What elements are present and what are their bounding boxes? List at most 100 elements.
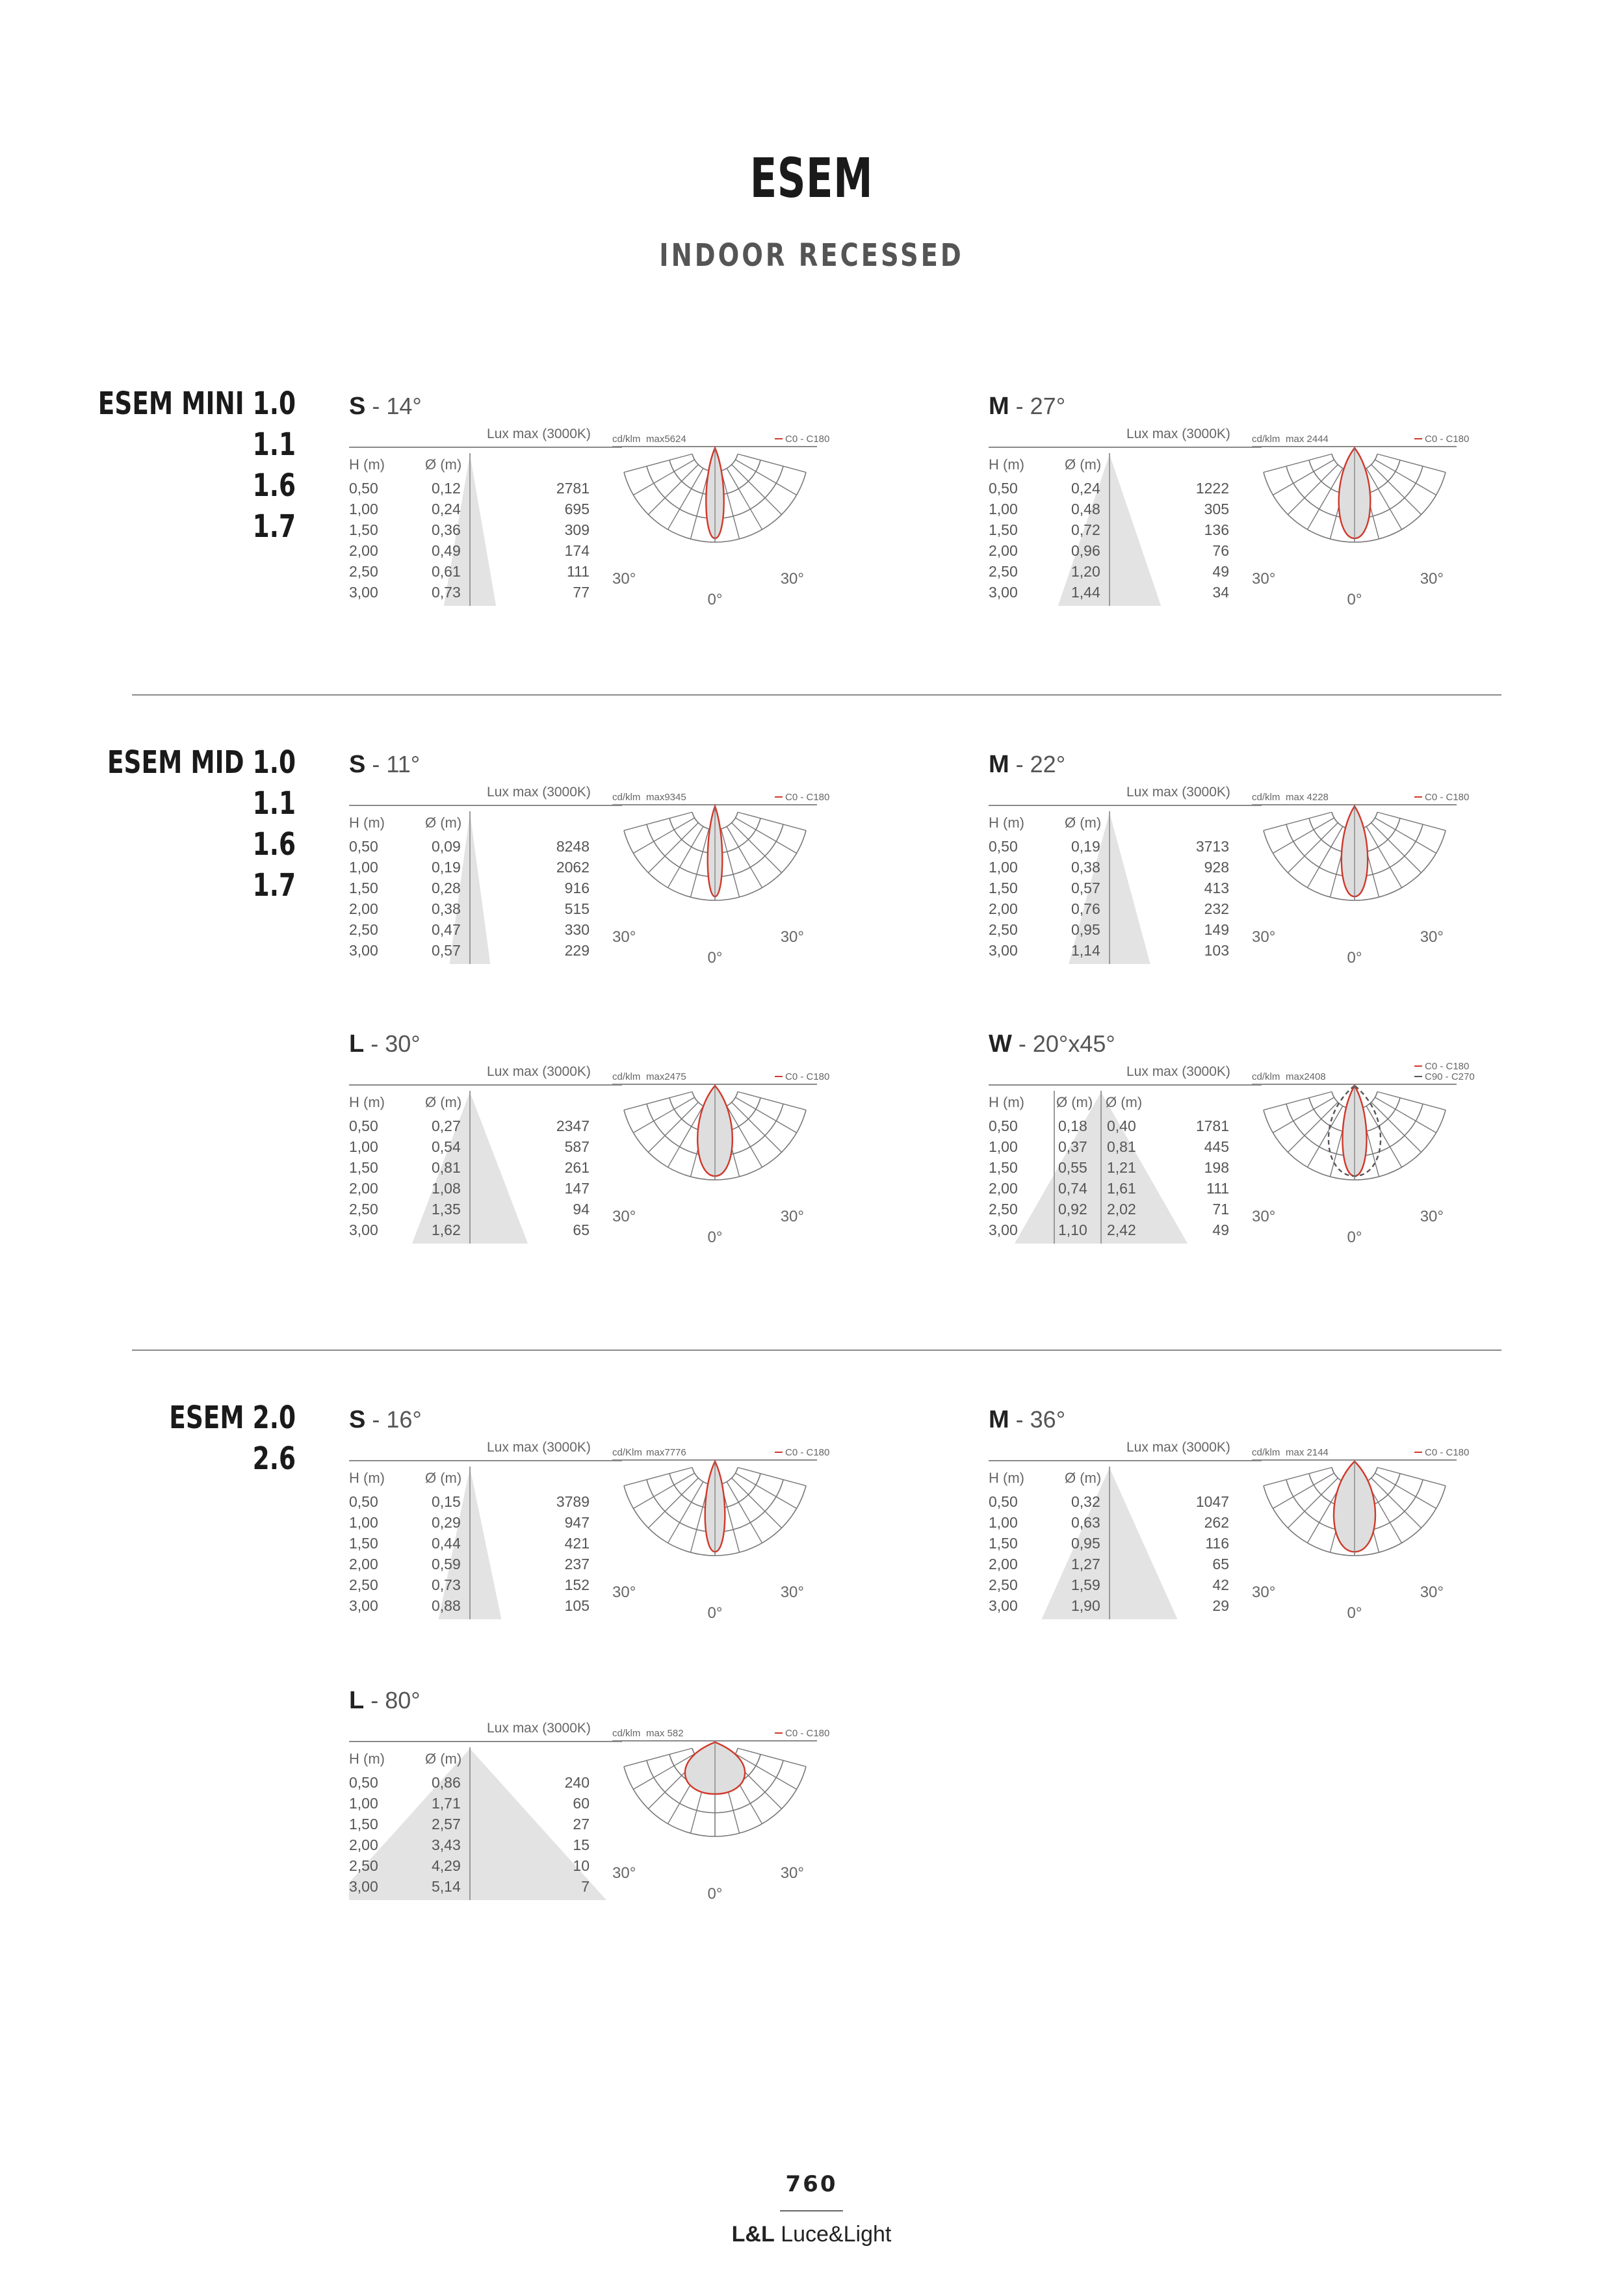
table-cell: 0,88 [432, 1597, 461, 1614]
page-title: ESEM [749, 146, 874, 210]
table-cell: 928 [1204, 859, 1229, 876]
table-cell: 421 [564, 1535, 590, 1552]
table-cell: 1,50 [989, 880, 1018, 896]
polar-spoke [737, 453, 807, 473]
family-line: ESEM MID 1.0 [107, 744, 296, 781]
table-cell: 27 [573, 1816, 590, 1833]
table-cell: 0,63 [1071, 1514, 1100, 1531]
polar-spoke [647, 822, 699, 874]
table-cell: 2,50 [989, 921, 1018, 938]
polar-spoke [737, 1091, 807, 1111]
beam-angle: - 36° [1015, 1406, 1066, 1433]
polar-spoke [647, 1478, 699, 1529]
photometric-block: M - 22° Lux max (3000K) H (m) Ø (m) 0,50 0,19… [989, 751, 1561, 972]
table-cell: 2,00 [349, 1836, 378, 1853]
page-number: 760 [785, 2171, 838, 2197]
beam-cone-right [470, 454, 497, 606]
table-cell: 0,86 [432, 1774, 461, 1791]
legend-label: C0 - C180 [785, 1447, 829, 1458]
table-cell: 947 [564, 1514, 590, 1531]
angle-label-left: 30° [612, 570, 636, 588]
polar-diagram: cd/klm max 582 C0 - C180 30° 30° 0° [612, 1728, 829, 1903]
polar-spoke [1287, 1102, 1338, 1153]
table-cell: 0,50 [349, 1774, 378, 1791]
polar-diagram: cd/klm max2475 C0 - C180 30° 30° 0° [612, 1071, 829, 1246]
beam-cone-left [349, 1749, 470, 1900]
polar-spoke [737, 1747, 807, 1768]
column-header: Ø (m) [425, 1470, 462, 1486]
max-intensity-label: max 2444 [1286, 434, 1329, 445]
table-cell: 1,00 [989, 1138, 1018, 1155]
beam-angle: - 16° [372, 1406, 422, 1433]
polar-spoke [1273, 1097, 1334, 1134]
column-rule [1054, 1091, 1055, 1244]
family-line: 1.6 [252, 467, 296, 504]
angle-label-bottom: 0° [708, 949, 723, 967]
table-cell: 71 [1212, 1201, 1229, 1218]
table-cell: 3,00 [349, 1878, 378, 1895]
table-cell: 1781 [1195, 1117, 1229, 1134]
beam-cone-shade [1041, 1468, 1178, 1619]
polar-spoke [633, 817, 695, 854]
table-cell: 0,96 [1071, 542, 1100, 559]
family-line: ESEM MINI 1.0 [97, 385, 296, 422]
table-cell: 1,71 [432, 1795, 461, 1812]
angle-label-right: 30° [781, 570, 804, 588]
table-cell: 1,00 [989, 1514, 1018, 1531]
angle-label-bottom: 0° [1347, 1229, 1362, 1246]
angle-label-left: 30° [612, 928, 636, 946]
table-cell: 309 [564, 521, 590, 538]
table-cell: 0,40 [1107, 1117, 1136, 1134]
photometric-block: S - 14° Lux max (3000K) H (m) Ø (m) 0,50 0,12… [349, 393, 921, 614]
table-cell: 1,62 [432, 1221, 461, 1238]
table-cell: 42 [1212, 1576, 1229, 1593]
page-number-underline [780, 2210, 843, 2211]
polar-spoke [690, 470, 710, 540]
table-cell: 1,50 [349, 880, 378, 896]
table-cell: 174 [564, 542, 590, 559]
cd-klm-label: cd/klm [612, 1071, 640, 1082]
beam-angle: - 14° [372, 393, 422, 419]
table-cell: 2,50 [989, 1201, 1018, 1218]
cd-klm-label: cd/klm [1252, 792, 1280, 803]
table-cell: 0,48 [1071, 501, 1100, 517]
cd-klm-label: cd/klm [612, 1728, 640, 1739]
beam-code: S [349, 1406, 366, 1433]
beam-angle: - 80° [370, 1687, 421, 1714]
beam-angle: - 30° [370, 1030, 421, 1057]
table-cell: 1,08 [432, 1180, 461, 1197]
table-cell: 587 [564, 1138, 590, 1155]
table-cell: 1,10 [1058, 1221, 1087, 1238]
table-cell: 198 [1204, 1159, 1229, 1176]
table-cell: 116 [1205, 1535, 1229, 1552]
column-header: Ø (m) [1056, 1094, 1093, 1110]
table-cell: 65 [1212, 1556, 1229, 1572]
table-cell: 1,50 [989, 1535, 1018, 1552]
table-cell: 0,50 [349, 1493, 378, 1510]
family-esem-2: ESEM 2.0 2.6 [0, 1398, 296, 1480]
max-intensity-label: max 4228 [1286, 792, 1329, 803]
table-cell: 1,14 [1071, 942, 1100, 959]
table-cell: 3713 [1195, 838, 1229, 855]
table-cell: 1,50 [349, 1159, 378, 1176]
table-cell: 7 [581, 1878, 590, 1895]
table-cell: 1,21 [1107, 1159, 1136, 1176]
table-cell: 0,36 [432, 521, 461, 538]
table-cell: 0,76 [1071, 900, 1100, 917]
table-cell: 111 [567, 563, 590, 580]
table-cell: 0,50 [349, 480, 378, 497]
column-header: Ø (m) [1065, 456, 1102, 473]
polar-spoke [735, 459, 797, 496]
polar-spoke [667, 1481, 704, 1543]
polar-spoke [737, 1467, 807, 1487]
lux-max-label: Lux max (3000K) [1126, 785, 1230, 800]
table-cell: 1,50 [349, 521, 378, 538]
table-cell: 1,20 [1071, 563, 1100, 580]
polar-spoke [726, 468, 763, 530]
table-cell: 0,73 [432, 1576, 461, 1593]
column-header: Ø (m) [425, 456, 462, 473]
column-rule [469, 1467, 471, 1619]
table-cell: 1,44 [1071, 584, 1100, 601]
polar-spoke [737, 811, 807, 831]
table-cell: 3,00 [989, 1221, 1018, 1238]
